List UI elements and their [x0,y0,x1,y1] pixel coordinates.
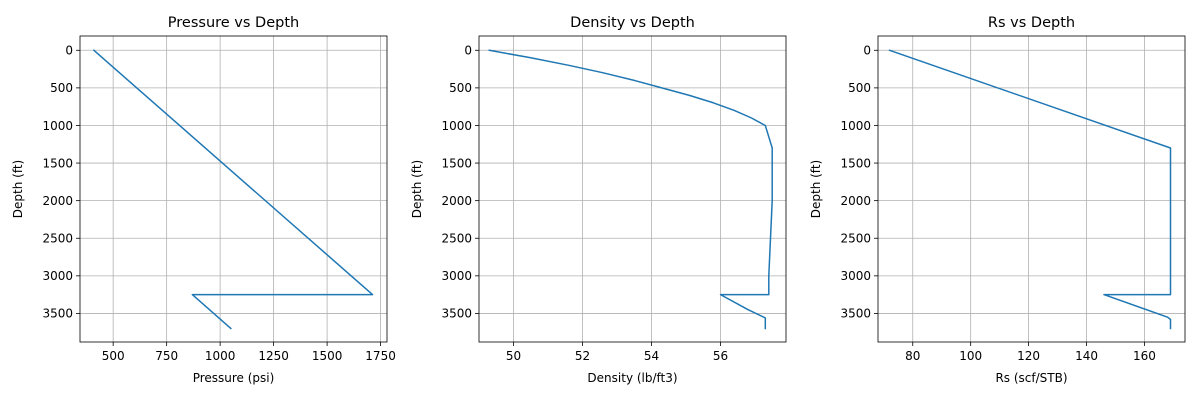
plot-frame [79,35,388,343]
x-tick-label: 80 [905,349,920,363]
density-depth-chart: Density vs Depth Density (lb/ft3) Depth … [410,15,787,385]
y-tick-label: 0 [863,44,871,58]
pressure-depth-chart: Pressure vs Depth Pressure (psi) Depth (… [11,15,396,385]
grid-lines [878,36,1185,342]
y-tick-label: 0 [464,44,472,58]
x-tick-label: 140 [1075,349,1098,363]
y-axis-label: Depth (ft) [410,160,424,218]
plot-frame [877,35,1186,343]
y-tick-label: 2500 [441,232,472,246]
y-tick-label: 1000 [42,119,73,133]
y-tick-label: 3500 [441,307,472,321]
y-tick-label: 3500 [840,307,871,321]
y-tick-label: 2000 [42,194,73,208]
y-tick-label: 3000 [42,269,73,283]
y-tick-label: 1000 [441,119,472,133]
y-tick-label: 3000 [840,269,871,283]
chart-title: Rs vs Depth [988,15,1075,31]
y-tick-label: 1500 [840,156,871,170]
series-line [92,49,374,330]
grid-lines [479,36,786,342]
y-tick-label: 500 [449,81,472,95]
x-tick-label: 56 [713,349,728,363]
x-tick-label: 500 [102,349,125,363]
plot-frame [478,35,787,343]
rs-depth-chart: Rs vs Depth Rs (scf/STB) Depth (ft) 80 10… [809,15,1186,385]
x-tick-label: 160 [1133,349,1156,363]
y-tick-label: 3500 [42,307,73,321]
y-tick-label: 1500 [441,156,472,170]
chart-title: Density vs Depth [570,15,695,31]
chart-title: Pressure vs Depth [168,15,299,31]
x-tick-label: 50 [506,349,521,363]
x-axis-label: Pressure (psi) [193,371,275,385]
y-axis-label: Depth (ft) [809,160,823,218]
y-tick-label: 3000 [441,269,472,283]
y-tick-label: 1000 [840,119,871,133]
x-tick-label: 1000 [205,349,236,363]
y-axis-label: Depth (ft) [11,160,25,218]
x-tick-label: 54 [644,349,659,363]
y-tick-label: 0 [65,44,73,58]
y-tick-label: 500 [848,81,871,95]
y-tick-label: 2000 [840,194,871,208]
series-line [888,49,1172,330]
x-tick-label: 750 [155,349,178,363]
y-tick-label: 2000 [441,194,472,208]
y-tick-label: 1500 [42,156,73,170]
x-tick-label: 1250 [258,349,289,363]
x-tick-label: 1500 [312,349,343,363]
y-tick-label: 2500 [42,232,73,246]
y-tick-label: 2500 [840,232,871,246]
x-tick-label: 52 [575,349,590,363]
series-line [488,49,773,330]
x-axis-label: Rs (scf/STB) [995,371,1067,385]
grid-lines [80,36,387,342]
y-tick-label: 500 [50,81,73,95]
x-tick-label: 120 [1017,349,1040,363]
x-axis-label: Density (lb/ft3) [587,371,677,385]
x-tick-label: 1750 [365,349,396,363]
x-tick-label: 100 [959,349,982,363]
